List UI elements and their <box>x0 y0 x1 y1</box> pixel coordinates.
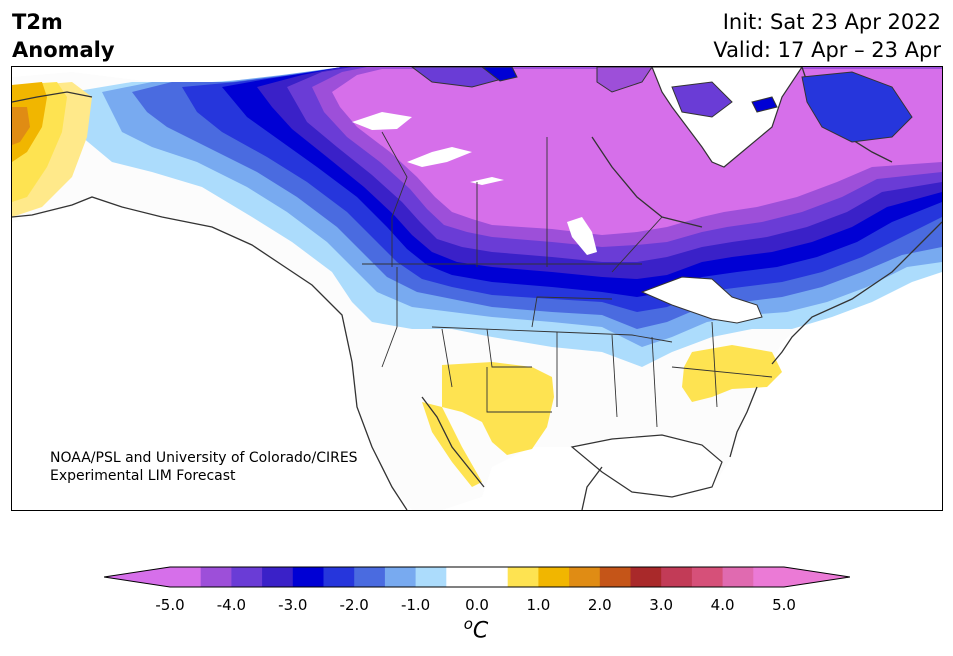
colorbar-segment <box>538 567 570 587</box>
colorbar-tick-label: -2.0 <box>339 596 369 614</box>
map-canvas <box>12 67 942 510</box>
colorbar-segment <box>323 567 355 587</box>
colorbar-extend-high <box>784 567 850 587</box>
colorbar-segment <box>446 567 478 587</box>
colorbar-segment <box>292 567 324 587</box>
great-bear-lake <box>352 112 412 130</box>
colorbar-tick-label: 1.0 <box>526 596 551 614</box>
unit-label: oC <box>463 615 489 644</box>
credit-text: NOAA/PSL and University of Colorado/CIRE… <box>50 449 358 485</box>
credit-line-2: Experimental LIM Forecast <box>50 468 236 484</box>
lake-winnipeg <box>567 217 597 255</box>
colorbar-tick-label: -5.0 <box>155 596 185 614</box>
warm-anomaly-west-orange <box>12 107 30 145</box>
colorbar-segment <box>722 567 754 587</box>
colorbar-segment <box>691 567 724 587</box>
colorbar-segment <box>415 567 447 587</box>
colorbar-segment <box>630 567 662 587</box>
colorbar-segment <box>477 567 509 587</box>
colorbar-segment <box>170 567 202 587</box>
colorbar-tick-label: 2.0 <box>587 596 612 614</box>
colorbar-tick-label: 3.0 <box>649 596 674 614</box>
colorbar-outline <box>104 566 850 588</box>
anomaly-core-magenta <box>332 69 942 235</box>
title-variable: T2m <box>12 10 63 34</box>
coastlines <box>12 67 942 510</box>
colorbar-segment <box>569 567 601 587</box>
warm-anomaly-southeast <box>682 345 782 402</box>
great-slave-lake <box>407 147 472 167</box>
anomaly-map: NOAA/PSL and University of Colorado/CIRE… <box>11 66 943 511</box>
forecast-dates: Init: Sat 23 Apr 2022 Valid: 17 Apr – 23… <box>713 8 941 64</box>
arctic-islands <box>411 67 913 143</box>
title-anomaly: Anomaly <box>12 38 115 62</box>
gulf-of-mexico <box>570 434 723 498</box>
colorbar-tick-label: -1.0 <box>400 596 431 614</box>
colorbar-segment <box>753 567 785 587</box>
warm-anomaly-southwest <box>442 362 554 455</box>
colorbar-segment <box>200 567 232 587</box>
colorbar-segment <box>661 567 693 587</box>
warm-anomaly-west-core <box>12 82 47 162</box>
init-date: Init: Sat 23 Apr 2022 <box>722 10 941 34</box>
great-lakes <box>640 276 763 324</box>
colorbar <box>104 566 850 588</box>
colorbar-segment <box>384 567 417 587</box>
lake-athabasca <box>470 177 504 185</box>
political-boundaries <box>362 131 773 428</box>
colorbar-tick-label: 4.0 <box>710 596 735 614</box>
map-title: T2m Anomaly <box>12 8 115 64</box>
credit-line-1: NOAA/PSL and University of Colorado/CIRE… <box>50 450 358 466</box>
colorbar-extend-low <box>104 567 170 587</box>
colorbar-segment <box>354 567 386 587</box>
colorbar-tick-label: 5.0 <box>772 596 796 614</box>
colorbar-segment <box>507 567 539 587</box>
colorbar-tick-label: -4.0 <box>216 596 247 614</box>
colorbar-tick-label: 0.0 <box>465 596 489 614</box>
colorbar-segment <box>599 567 631 587</box>
colorbar-segment <box>231 567 263 587</box>
colorbar-tick-label: -3.0 <box>278 596 308 614</box>
valid-range: Valid: 17 Apr – 23 Apr <box>713 38 941 62</box>
colorbar-segment <box>262 567 294 587</box>
